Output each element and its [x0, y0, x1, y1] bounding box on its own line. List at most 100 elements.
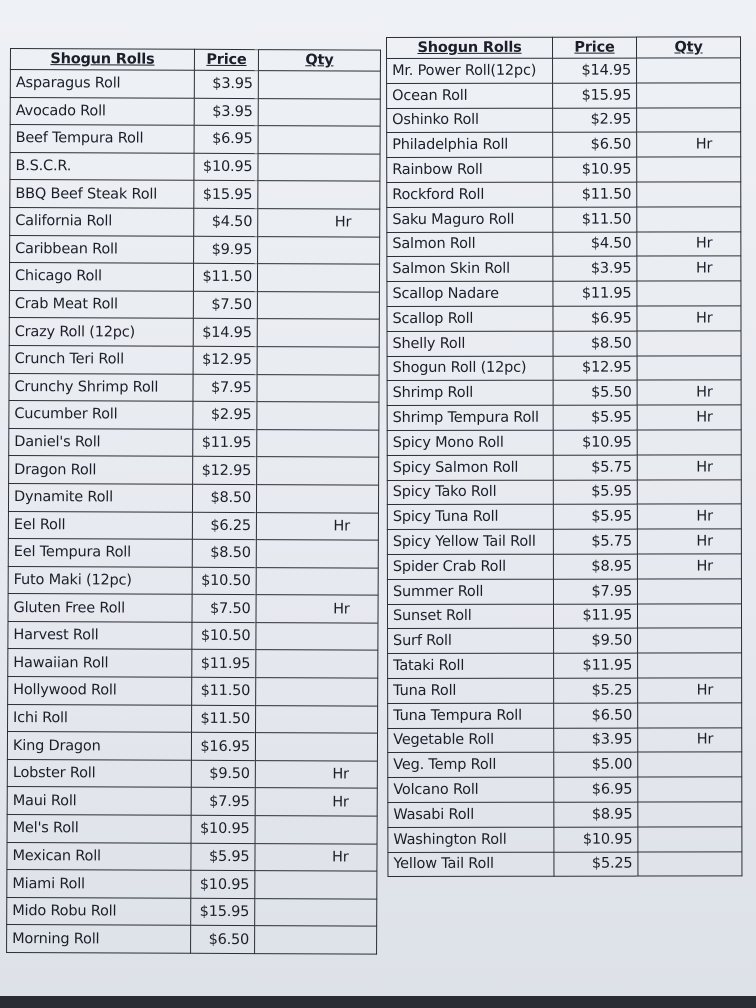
- item-name: Spicy Mono Roll: [387, 430, 554, 456]
- item-qty: [255, 815, 378, 844]
- item-price: $6.95: [194, 125, 259, 154]
- item-name: Philadelphia Roll: [386, 132, 553, 158]
- item-name: Morning Roll: [6, 924, 191, 954]
- item-price: $5.95: [553, 479, 638, 505]
- menu-row: Harvest Roll $10.50: [7, 621, 378, 651]
- item-name: Oshinko Roll: [386, 107, 553, 133]
- item-qty: Hr: [257, 208, 380, 237]
- item-price: $14.95: [552, 58, 637, 84]
- item-qty: [257, 318, 380, 348]
- item-name: Veg. Temp Roll: [387, 752, 554, 778]
- menu-row: Crazy Roll (12pc) $14.95: [9, 317, 380, 348]
- item-price: $10.95: [552, 157, 637, 183]
- item-name: Beef Tempura Roll: [10, 124, 195, 154]
- item-price: $14.95: [193, 318, 258, 347]
- menu-row: Yellow Tail Roll $5.25: [387, 851, 742, 877]
- header-qty: Qty: [636, 36, 741, 59]
- item-price: $3.95: [553, 727, 638, 753]
- item-price: $10.95: [191, 815, 256, 844]
- header-name: Shogun Rolls: [386, 37, 553, 59]
- item-qty: [255, 650, 378, 679]
- item-name: Surf Roll: [387, 628, 554, 654]
- item-price: $3.95: [194, 70, 259, 99]
- menu-row: Wasabi Roll $8.95: [387, 801, 742, 828]
- item-qty: [637, 653, 742, 678]
- item-qty: [637, 752, 742, 778]
- item-name: King Dragon: [7, 731, 192, 761]
- item-name: Shrimp Roll: [387, 380, 554, 406]
- item-price: $11.50: [191, 677, 256, 706]
- item-price: $5.95: [553, 405, 638, 431]
- item-qty: [637, 826, 742, 852]
- item-name: Crab Meat Roll: [9, 290, 194, 319]
- item-name: Washington Roll: [387, 826, 554, 852]
- menu-row: Mexican Roll $5.95 Hr: [6, 842, 378, 872]
- menu-row: Rainbow Roll $10.95: [386, 157, 741, 183]
- menu-row: Avocado Roll $3.95: [10, 97, 381, 127]
- menu-row: Scallop Nadare $11.95: [386, 281, 741, 307]
- item-name: Dynamite Roll: [8, 483, 193, 512]
- item-name: Rainbow Roll: [386, 157, 553, 183]
- item-price: $5.95: [553, 504, 638, 530]
- item-qty: [256, 456, 379, 486]
- item-qty: [637, 429, 742, 455]
- item-name: Daniel's Roll: [8, 428, 193, 457]
- item-name: Salmon Roll: [386, 231, 553, 257]
- item-qty: Hr: [256, 512, 379, 541]
- item-qty: Hr: [637, 504, 742, 530]
- item-name: Crunchy Shrimp Roll: [8, 373, 194, 402]
- menu-row: Lobster Roll $9.50 Hr: [7, 759, 378, 789]
- item-name: Spider Crab Roll: [387, 554, 554, 580]
- item-qty: [256, 374, 380, 403]
- menu-row: Oshinko Roll $2.95: [386, 107, 741, 133]
- menu-row: Daniel's Roll $11.95: [8, 428, 379, 458]
- item-price: $11.50: [552, 182, 637, 207]
- item-qty: [637, 479, 742, 505]
- item-name: Ocean Roll: [386, 83, 553, 109]
- menu-row: Spicy Tako Roll $5.95: [387, 479, 742, 505]
- item-qty: [636, 281, 741, 307]
- menu-row: Gluten Free Roll $7.50 Hr: [7, 593, 379, 623]
- menu-row: Washington Roll $10.95: [387, 826, 742, 852]
- item-name: Spicy Tuna Roll: [387, 504, 554, 530]
- item-price: $7.95: [192, 373, 258, 402]
- item-qty: [255, 705, 378, 734]
- menu-row: Chicago Roll $11.50: [9, 262, 380, 292]
- item-qty: Hr: [255, 760, 378, 789]
- item-qty: Hr: [255, 594, 379, 623]
- item-price: $5.00: [553, 752, 638, 778]
- item-name: Yellow Tail Roll: [387, 851, 554, 877]
- item-name: Rockford Roll: [386, 182, 553, 208]
- item-price: $10.95: [553, 430, 638, 455]
- menu-row: Futo Maki (12pc) $10.50: [8, 566, 379, 596]
- menu-row: Dynamite Roll $8.50: [8, 483, 379, 513]
- item-price: $10.95: [190, 870, 255, 899]
- item-qty: [637, 603, 742, 629]
- item-name: Futo Maki (12pc): [8, 566, 193, 595]
- item-qty: [257, 236, 380, 265]
- item-name: Sunset Roll: [387, 603, 554, 629]
- item-price: $11.50: [552, 206, 637, 232]
- menu-row: B.S.C.R. $10.95: [9, 152, 381, 182]
- item-name: Tuna Tempura Roll: [387, 702, 554, 729]
- item-qty: [257, 180, 380, 210]
- menu-row: Hollywood Roll $11.50: [7, 676, 378, 706]
- menu-row: Spicy Mono Roll $10.95: [387, 429, 742, 456]
- menu-row: Shogun Roll (12pc) $12.95: [387, 355, 742, 381]
- menu-row: Surf Roll $9.50: [387, 628, 742, 654]
- item-qty: [256, 539, 379, 568]
- item-name: Tuna Roll: [387, 678, 554, 704]
- item-qty: Hr: [637, 553, 742, 579]
- item-qty: [254, 898, 377, 927]
- item-qty: [637, 851, 742, 877]
- item-qty: Hr: [637, 454, 742, 480]
- item-name: Avocado Roll: [10, 97, 195, 126]
- item-qty: [636, 206, 741, 232]
- menu-row: Crunchy Shrimp Roll $7.95: [8, 373, 380, 403]
- item-price: $11.95: [192, 429, 257, 457]
- item-qty: Hr: [637, 529, 742, 554]
- item-price: $11.50: [191, 704, 256, 733]
- item-price: $5.50: [553, 380, 638, 406]
- item-qty: [258, 125, 381, 154]
- menu-row: Philadelphia Roll $6.50 Hr: [386, 132, 741, 158]
